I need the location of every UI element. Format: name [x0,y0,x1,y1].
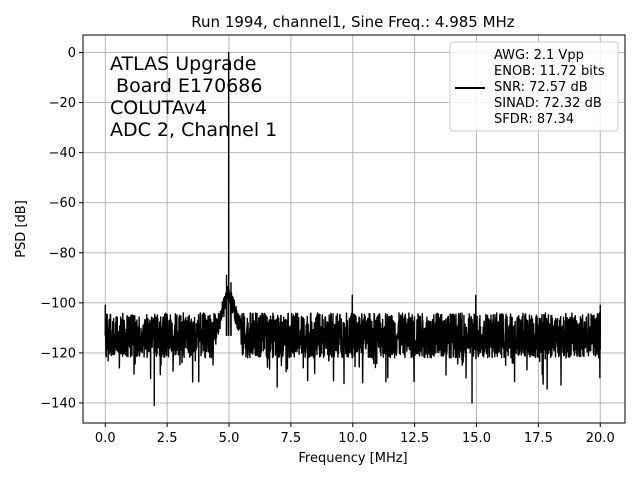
annotation-line-3: COLUTAv4 [110,97,207,119]
x-axis-ticks: 0.0 2.5 5.0 7.5 10.0 12.5 15.0 17.5 20.0 [95,423,615,446]
x-axis-label: Frequency [MHz] [298,451,407,466]
annotation-line-2: Board E170686 [110,75,262,97]
legend-line-1: AWG: 2.1 Vpp [494,48,584,63]
x-tick-label: 12.5 [400,431,429,446]
y-axis-label: PSD [dB] [14,200,29,258]
x-tick-label: 5.0 [219,431,240,446]
chart-title: Run 1994, channel1, Sine Freq.: 4.985 MH… [191,13,515,31]
x-tick-label: 2.5 [157,431,178,446]
y-tick-label: −100 [40,296,76,311]
series-layer [104,51,602,407]
y-tick-label: −20 [49,96,76,111]
y-tick-label: −80 [49,246,76,261]
psd-series-line [104,51,602,407]
y-tick-label: −40 [49,146,76,161]
x-tick-label: 20.0 [586,431,615,446]
y-tick-label: −60 [49,196,76,211]
legend-line-2: ENOB: 11.72 bits [494,64,605,79]
legend-line-4: SINAD: 72.32 dB [494,96,602,111]
legend-box [449,41,619,132]
y-tick-label: 0 [68,46,76,61]
x-tick-label: 17.5 [524,431,553,446]
annotation-line-4: ADC 2, Channel 1 [110,119,277,141]
legend-line-5: SFDR: 87.34 [494,112,574,127]
legend-line-3: SNR: 72.57 dB [494,80,588,95]
grid [83,35,625,423]
plot-frame [82,34,626,424]
board-annotation: ATLAS Upgrade Board E170686 COLUTAv4 ADC… [110,53,277,141]
y-axis-ticks: 0 −20 −40 −60 −80 −100 −120 −140 [40,46,83,411]
x-tick-label: 10.0 [338,431,367,446]
y-tick-label: −140 [40,396,76,411]
annotation-line-1: ATLAS Upgrade [110,53,256,75]
x-tick-label: 0.0 [95,431,116,446]
x-tick-label: 7.5 [281,431,302,446]
y-tick-label: −120 [40,346,76,361]
x-tick-label: 15.0 [462,431,491,446]
legend: AWG: 2.1 Vpp ENOB: 11.72 bits SNR: 72.57… [449,41,619,132]
